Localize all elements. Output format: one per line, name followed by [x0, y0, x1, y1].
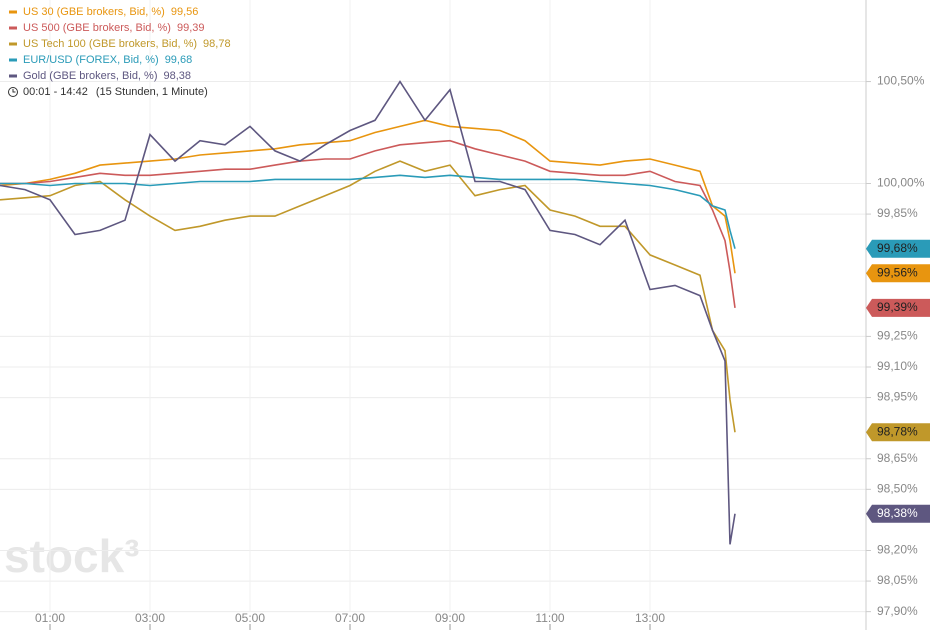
y-tick-label: 99,25%	[877, 329, 918, 343]
series-line	[0, 119, 736, 274]
y-tick-label: 98,50%	[877, 481, 918, 495]
x-tick-label: 01:00	[35, 611, 65, 625]
y-tick-label: 100,00%	[877, 176, 925, 190]
x-tick-label: 05:00	[235, 611, 265, 625]
duration: (15 Stunden, 1 Minute)	[96, 86, 208, 98]
x-tick-label: 09:00	[435, 611, 465, 625]
lines	[0, 80, 736, 545]
y-tick-label: 98,05%	[877, 573, 918, 587]
series-line	[0, 139, 736, 309]
series-line	[0, 80, 736, 545]
series-line	[0, 160, 736, 433]
y-tick-label: 99,85%	[877, 206, 918, 220]
legend-value: 99,39	[177, 22, 205, 34]
legend-value: 98,78	[203, 38, 231, 50]
y-tick-label: 98,95%	[877, 390, 918, 404]
legend-value: 98,38	[164, 70, 192, 82]
end-tag	[866, 504, 930, 523]
legend-label: US Tech 100 (GBE brokers, Bid, %)	[23, 38, 197, 50]
legend-label: US 30 (GBE brokers, Bid, %)	[23, 6, 165, 18]
legend-swatch	[9, 26, 17, 30]
series-line	[0, 174, 736, 249]
y-tick-label: 98,20%	[877, 543, 918, 557]
end-tag-label: 99,68%	[877, 241, 918, 255]
legend-label: US 500 (GBE brokers, Bid, %)	[23, 22, 171, 34]
legend-label: EUR/USD (FOREX, Bid, %)	[23, 54, 159, 66]
end-tag-label: 98,78%	[877, 424, 918, 438]
x-tick-label: 07:00	[335, 611, 365, 625]
x-tick-label: 13:00	[635, 611, 665, 625]
clock-icon	[8, 87, 18, 97]
legend-swatch	[9, 10, 17, 14]
legend-value: 99,56	[171, 6, 199, 18]
end-tag-label: 99,39%	[877, 300, 918, 314]
x-tick-label: 03:00	[135, 611, 165, 625]
end-tag	[866, 298, 930, 317]
end-tag-label: 99,56%	[877, 265, 918, 279]
legend-value: 99,68	[165, 54, 193, 66]
y-tick-label: 98,65%	[877, 451, 918, 465]
end-tag	[866, 264, 930, 283]
end-tag	[866, 423, 930, 442]
y-tick-label: 100,50%	[877, 74, 925, 88]
y-tick-label: 97,90%	[877, 604, 918, 618]
watermark: stock³	[4, 530, 139, 582]
end-tag	[866, 239, 930, 258]
legend-label: Gold (GBE brokers, Bid, %)	[23, 70, 158, 82]
legend-swatch	[9, 42, 17, 46]
end-tag-label: 98,38%	[877, 506, 918, 520]
legend-swatch	[9, 58, 17, 62]
x-tick-label: 11:00	[535, 611, 564, 625]
legend-swatch	[9, 74, 17, 78]
end-tags: 99,56% 99,39% 98,78% 99,68% 98,38%	[866, 239, 930, 523]
clock-hands	[12, 89, 16, 93]
y-tick-label: 99,10%	[877, 359, 918, 373]
time-range: 00:01 - 14:42	[23, 86, 88, 98]
